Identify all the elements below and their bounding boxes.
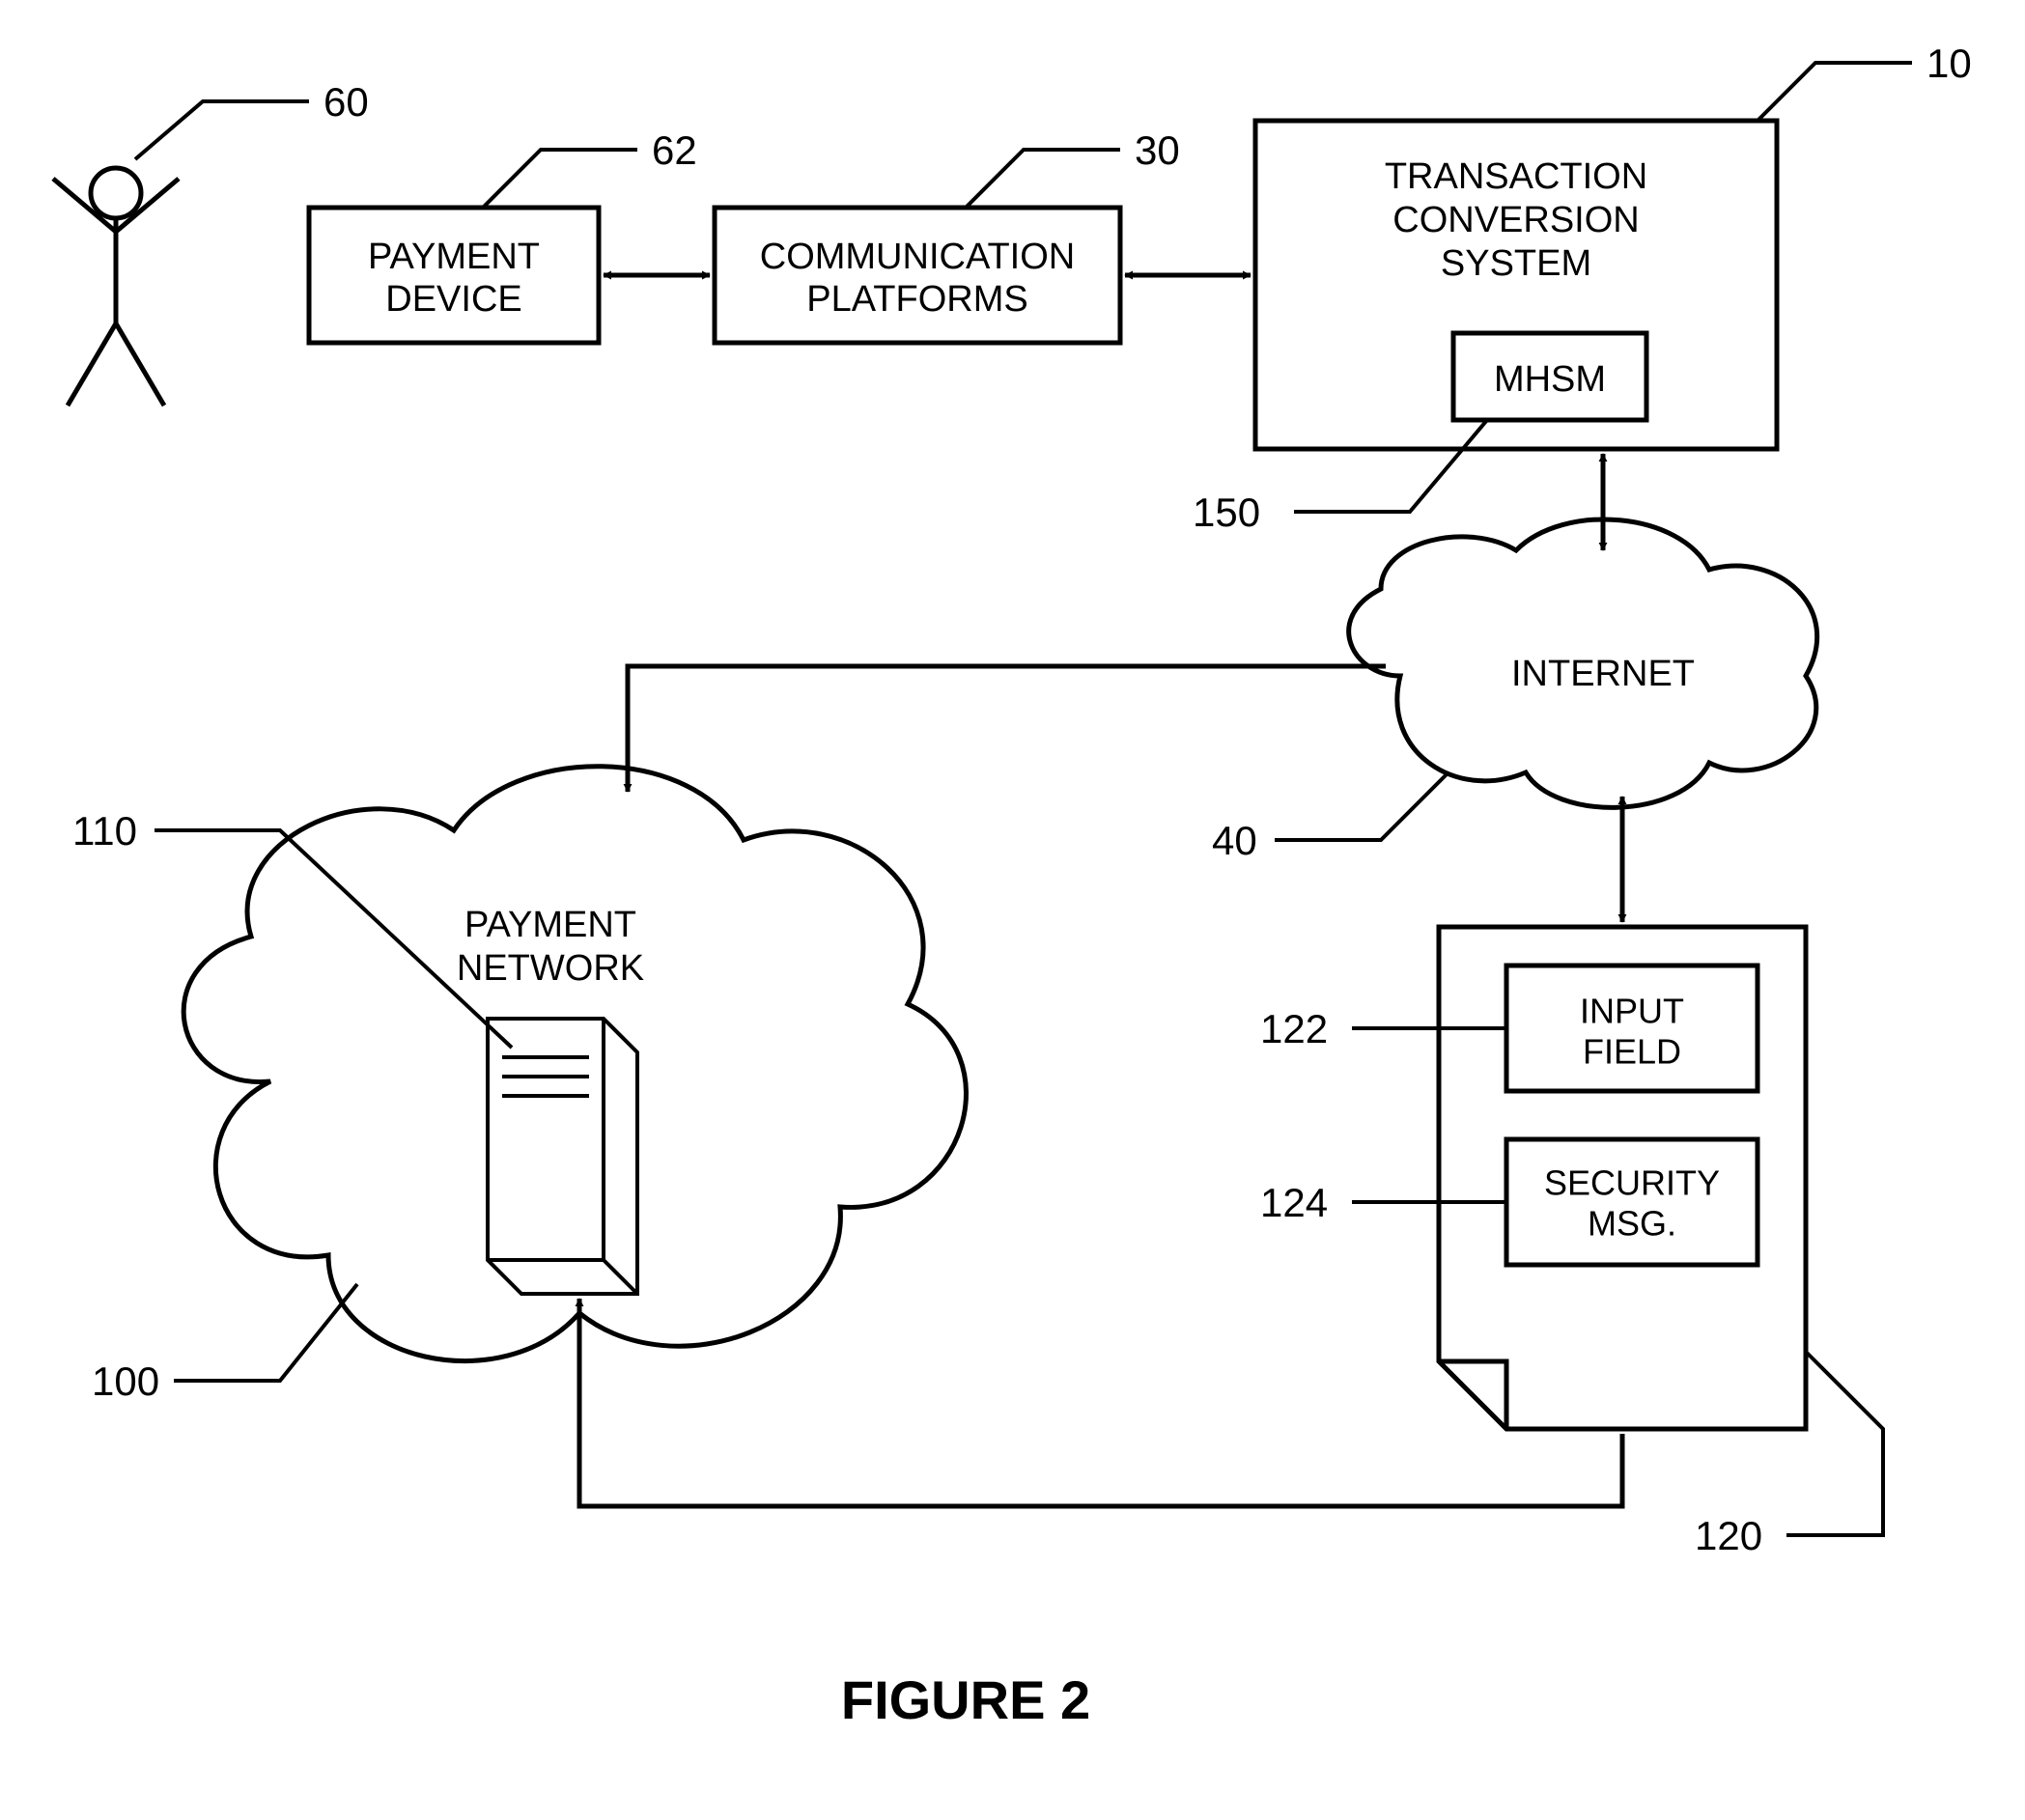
ref-server: 110 <box>72 808 137 854</box>
security-msg-label-1: SECURITY <box>1544 1163 1720 1203</box>
ref-mhsm: 150 <box>1193 490 1260 535</box>
tcs-label-1: TRANSACTION <box>1385 156 1647 197</box>
tcs-label-2: CONVERSION <box>1392 200 1639 240</box>
ref-comm-platforms: 30 <box>1135 127 1180 173</box>
tcs-label-3: SYSTEM <box>1441 243 1591 284</box>
payment-network-label-2: NETWORK <box>457 948 644 989</box>
payment-device-label-1: PAYMENT <box>368 237 540 277</box>
ref-internet: 40 <box>1212 818 1257 863</box>
ref-input-field: 122 <box>1260 1006 1328 1051</box>
comm-platforms-label-1: COMMUNICATION <box>760 237 1076 277</box>
payment-device-label-2: DEVICE <box>385 279 521 320</box>
comm-platforms-label-2: PLATFORMS <box>806 279 1027 320</box>
ref-payment-device: 62 <box>652 127 697 173</box>
ref-pn-cloud: 100 <box>92 1358 159 1404</box>
ref-page: 120 <box>1695 1513 1762 1558</box>
ref-tcs: 10 <box>1927 41 1972 86</box>
input-field-label-1: INPUT <box>1580 992 1684 1031</box>
input-field-label-2: FIELD <box>1583 1032 1681 1072</box>
internet-label: INTERNET <box>1511 654 1695 694</box>
ref-security-msg: 124 <box>1260 1180 1328 1225</box>
security-msg-label-2: MSG. <box>1588 1204 1676 1244</box>
server-icon <box>488 1019 637 1294</box>
figure-title: FIGURE 2 <box>841 1669 1090 1730</box>
figure-2-diagram: 60 PAYMENT DEVICE 62 COMMUNICATION PLATF… <box>0 0 2025 1820</box>
mhsm-label: MHSM <box>1494 359 1606 400</box>
ref-user: 60 <box>323 79 369 125</box>
payment-network-label-1: PAYMENT <box>464 905 636 945</box>
